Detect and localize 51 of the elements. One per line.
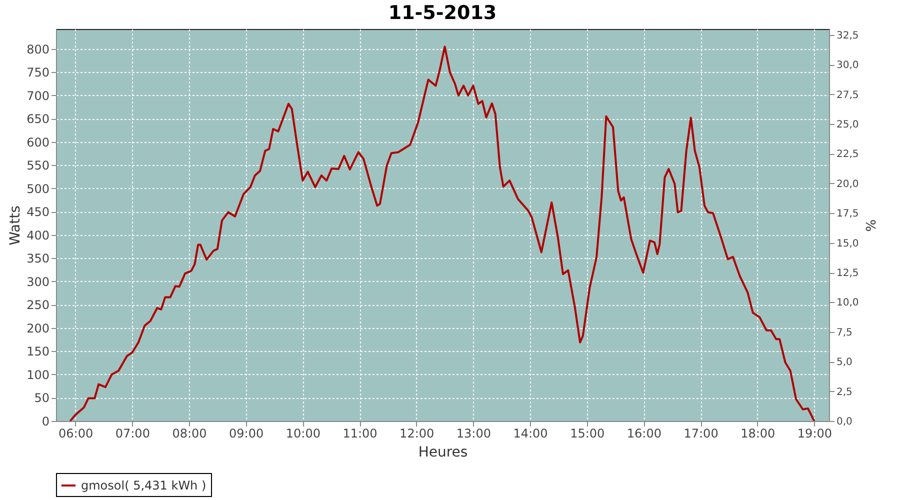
y-tick-label: 600 bbox=[26, 135, 50, 150]
line-series bbox=[69, 46, 816, 421]
x-tick-label: 09:00 bbox=[229, 426, 264, 440]
y2-tick-label: 12,5 bbox=[836, 268, 859, 280]
y2-tick-label: 25,0 bbox=[836, 120, 859, 131]
x-tick-label: 07:00 bbox=[115, 426, 150, 440]
x-tick-label: 10:00 bbox=[286, 426, 320, 440]
x-tick-label: 17:00 bbox=[684, 426, 718, 440]
y-tick-label: 0 bbox=[42, 414, 50, 428]
x-tick-label: 14:00 bbox=[513, 426, 548, 440]
y-tick-label: 500 bbox=[26, 182, 50, 196]
y-axis-title: Watts bbox=[8, 206, 24, 246]
y-tick-label: 250 bbox=[26, 298, 50, 312]
chart-title: 11-5-2013 bbox=[388, 2, 497, 24]
y-tick-label: 700 bbox=[26, 88, 50, 103]
y2-tick-label: 7,5 bbox=[836, 327, 852, 338]
y-tick-label: 150 bbox=[26, 344, 50, 359]
y-tick-label: 50 bbox=[34, 391, 50, 406]
x-axis-title: Heures bbox=[418, 444, 468, 460]
y2-tick-label: 5,0 bbox=[836, 357, 852, 368]
x-tick-label: 08:00 bbox=[172, 426, 207, 440]
x-tick-label: 06:00 bbox=[58, 426, 94, 440]
x-tick-label: 16:00 bbox=[626, 426, 662, 440]
y-tick-label: 350 bbox=[26, 252, 50, 266]
y2-tick-label: 32,5 bbox=[836, 30, 859, 42]
legend-label: gmosol( 5,431 kWh ) bbox=[81, 478, 206, 492]
y2-tick-label: 15,0 bbox=[836, 238, 859, 250]
y-tick-label: 750 bbox=[26, 66, 50, 80]
x-tick-label: 19:00 bbox=[797, 426, 832, 440]
y2-tick-label: 27,5 bbox=[836, 90, 859, 101]
y2-tick-label: 0,0 bbox=[836, 416, 852, 428]
y-tick-label: 800 bbox=[26, 42, 50, 56]
x-tick-label: 13:00 bbox=[456, 426, 491, 440]
y2-tick-label: 17,5 bbox=[836, 208, 859, 220]
y-tick-label: 100 bbox=[26, 368, 50, 382]
x-tick-label: 18:00 bbox=[740, 426, 776, 440]
x-tick-label: 11:00 bbox=[342, 426, 378, 440]
y-tick-label: 300 bbox=[26, 275, 50, 289]
y2-tick-label: 10,0 bbox=[836, 298, 859, 309]
x-tick-label: 12:00 bbox=[400, 426, 434, 440]
y-tick-label: 400 bbox=[26, 228, 50, 242]
y-tick-label: 200 bbox=[26, 322, 50, 336]
y2-tick-label: 22,5 bbox=[836, 149, 859, 160]
y2-axis-title: % bbox=[862, 219, 877, 232]
y-tick-label: 550 bbox=[26, 158, 50, 173]
y2-tick-label: 20,0 bbox=[836, 178, 859, 190]
y2-tick-label: 2,5 bbox=[836, 386, 852, 398]
y2-tick-label: 30,0 bbox=[836, 60, 859, 72]
y-tick-label: 450 bbox=[26, 205, 50, 220]
y-tick-label: 650 bbox=[26, 112, 50, 126]
x-tick-label: 15:00 bbox=[570, 426, 605, 440]
